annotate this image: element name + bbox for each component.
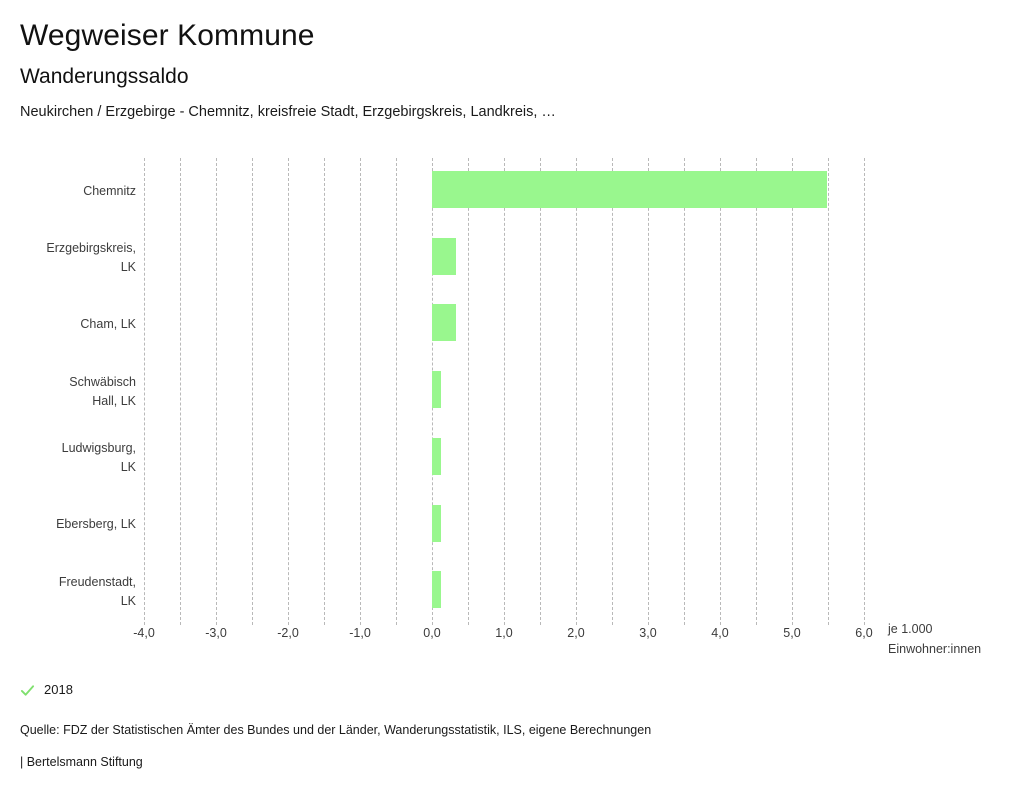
bar-row: [144, 558, 864, 625]
source-text: Quelle: FDZ der Statistischen Ämter des …: [20, 723, 652, 737]
gridline: [864, 158, 865, 625]
y-axis-label-line: Schwäbisch: [69, 374, 136, 389]
y-axis-label-line: Hall, LK: [92, 393, 136, 408]
y-axis-label-line: LK: [120, 593, 136, 608]
bar[interactable]: [432, 171, 828, 208]
x-axis-tick-label: 3,0: [639, 626, 657, 640]
bar-row: [144, 425, 864, 492]
y-axis-label-line: LK: [120, 260, 136, 275]
plot-area: [144, 158, 865, 625]
chart-title: Wanderungssaldo: [20, 65, 189, 88]
unit-label-line1: je 1.000: [888, 622, 933, 636]
x-axis-tick-label: -3,0: [205, 626, 227, 640]
check-icon: [20, 684, 35, 696]
x-axis-tick-label: 6,0: [855, 626, 873, 640]
y-axis-label-line: Chemnitz: [83, 183, 136, 198]
chart-legend[interactable]: 2018: [20, 682, 73, 698]
bar-row: [144, 492, 864, 559]
y-axis-label: Erzgebirgskreis, LK: [0, 239, 136, 277]
x-axis-tick-label: -1,0: [349, 626, 371, 640]
x-axis-tick-label: 5,0: [783, 626, 801, 640]
x-axis-tick-label: -4,0: [133, 626, 155, 640]
bar[interactable]: [432, 571, 442, 609]
y-axis-label-line: Ebersberg, LK: [56, 517, 136, 532]
x-axis-tick-label: -2,0: [277, 626, 299, 640]
bar[interactable]: [432, 437, 442, 475]
x-axis-tick-label: 4,0: [711, 626, 729, 640]
y-axis-label: Ludwigsburg, LK: [0, 439, 136, 477]
chart-footer: Quelle: FDZ der Statistischen Ämter des …: [20, 722, 980, 770]
x-axis-tick-label: 1,0: [495, 626, 513, 640]
x-axis-tick-label: 0,0: [423, 626, 441, 640]
unit-label-line2: Einwohner:innen: [888, 642, 982, 656]
app-title: Wegweiser Kommune: [20, 19, 315, 52]
chart-area: Chemnitz Erzgebirgskreis, LK Cham, LK Schwäb…: [0, 155, 1024, 656]
x-axis-tick-label: 2,0: [567, 626, 585, 640]
bar-row: [144, 158, 864, 225]
y-axis-label: Cham, LK: [0, 315, 136, 334]
y-axis-label: Schwäbisch Hall, LK: [0, 373, 136, 411]
y-axis-label-line: Freudenstadt,: [58, 574, 136, 589]
legend-item-label[interactable]: 2018: [44, 682, 73, 697]
y-axis-label-line: LK: [120, 460, 136, 475]
chart-header: Wegweiser Kommune Wanderungssaldo Neukir…: [0, 0, 1024, 121]
y-axis-label-line: Cham, LK: [80, 317, 136, 332]
chart-subtitle: Neukirchen / Erzgebirge - Chemnitz, krei…: [20, 104, 556, 120]
y-axis-label: Ebersberg, LK: [0, 515, 136, 534]
y-axis-label: Chemnitz: [0, 182, 136, 201]
bar[interactable]: [432, 504, 442, 542]
y-axis-label-line: Ludwigsburg,: [61, 441, 136, 456]
y-axis-label: Freudenstadt, LK: [0, 573, 136, 611]
bar-row: [144, 291, 864, 358]
y-axis-label-line: Erzgebirgskreis,: [46, 241, 136, 256]
x-axis-unit-label: je 1.000 Einwohner:innen: [888, 619, 981, 659]
bar-row: [144, 225, 864, 292]
organization-text: | Bertelsmann Stiftung: [20, 755, 143, 769]
bar-row: [144, 358, 864, 425]
x-axis-labels: -4,0 -3,0 -2,0 -1,0 0,0 1,0 2,0 3,0 4,0 5,0 6,0: [133, 625, 872, 655]
bar[interactable]: [432, 371, 442, 409]
bar[interactable]: [432, 304, 457, 342]
bar-series: [144, 158, 864, 625]
y-axis-labels: Chemnitz Erzgebirgskreis, LK Cham, LK Schwäb…: [0, 158, 136, 625]
bar[interactable]: [432, 237, 457, 275]
